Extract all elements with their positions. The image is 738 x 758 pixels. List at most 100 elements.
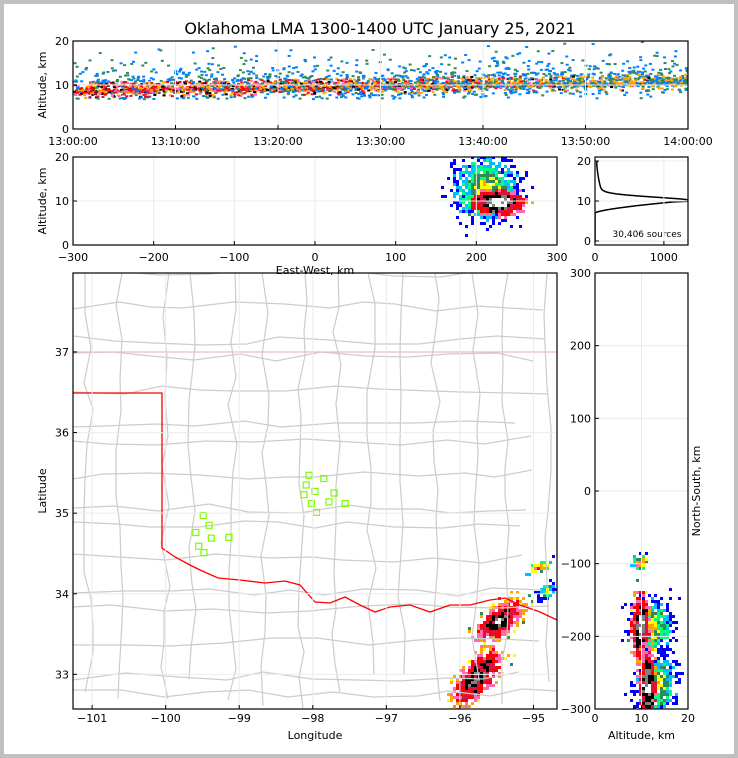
density-cell <box>127 91 131 94</box>
density-cell <box>301 76 305 79</box>
density-cell <box>489 157 492 159</box>
density-cell <box>513 201 516 204</box>
density-cell <box>504 180 507 183</box>
density-cell <box>148 80 152 83</box>
density-cell <box>184 75 188 78</box>
density-cell <box>489 180 492 183</box>
density-cell <box>484 95 488 98</box>
density-cell <box>184 80 188 83</box>
density-cell <box>377 80 381 83</box>
density-cell <box>501 189 504 192</box>
density-cell <box>665 82 669 85</box>
density-cell <box>640 81 644 84</box>
density-cell <box>667 82 671 85</box>
density-cell <box>250 95 254 98</box>
density-cell <box>624 74 628 77</box>
density-cell <box>122 81 126 84</box>
density-cell <box>562 86 566 89</box>
density-cell <box>480 87 484 90</box>
density-cell <box>81 71 85 74</box>
density-cell <box>518 85 522 88</box>
density-cell <box>362 93 366 96</box>
density-cell <box>472 90 476 93</box>
density-cell <box>161 85 165 88</box>
density-cell <box>292 66 296 69</box>
density-cell <box>486 198 489 201</box>
density-cell <box>641 83 645 86</box>
density-cell <box>633 82 637 85</box>
density-cell <box>497 78 501 81</box>
density-cell <box>435 72 439 75</box>
density-cell <box>149 77 153 80</box>
density-cell <box>471 177 474 180</box>
density-cell <box>210 85 214 88</box>
density-cell <box>442 93 446 96</box>
density-cell <box>284 79 288 82</box>
density-cell <box>477 153 480 156</box>
density-cell <box>180 95 184 98</box>
density-cell <box>489 192 492 195</box>
density-cell <box>246 70 250 73</box>
density-cell <box>304 82 308 85</box>
density-cell <box>332 69 336 72</box>
density-cell <box>391 86 395 89</box>
density-cell <box>243 77 247 80</box>
density-cell <box>468 174 471 177</box>
density-cell <box>492 73 496 76</box>
density-cell <box>293 79 297 82</box>
density-cell <box>468 183 471 186</box>
density-cell <box>303 58 307 61</box>
density-cell <box>586 82 590 85</box>
density-cell <box>535 83 539 86</box>
density-cell <box>426 77 430 80</box>
density-cell <box>440 87 444 90</box>
density-cell <box>345 80 349 83</box>
density-cell <box>471 183 474 186</box>
density-cell <box>85 66 89 69</box>
density-cell <box>559 92 563 95</box>
density-cell <box>461 79 465 82</box>
density-cell <box>497 77 501 80</box>
density-cell <box>375 88 379 91</box>
density-cell <box>135 92 139 95</box>
density-cell <box>495 207 498 210</box>
density-cell <box>322 92 326 95</box>
density-cell <box>685 70 688 73</box>
density-cell <box>188 81 192 84</box>
density-cell <box>486 174 489 177</box>
density-cell <box>150 88 154 91</box>
density-cell <box>480 153 483 156</box>
density-cell <box>237 94 241 97</box>
density-cell <box>129 94 133 97</box>
density-cell <box>465 198 468 201</box>
density-cell <box>335 96 339 99</box>
density-cell <box>506 81 510 84</box>
density-cell <box>261 85 265 88</box>
density-cell <box>249 79 253 82</box>
density-cell <box>555 73 559 76</box>
density-cell <box>101 95 105 98</box>
density-cell <box>220 82 224 85</box>
density-cell <box>344 89 348 92</box>
density-cell <box>168 94 172 97</box>
density-cell <box>467 91 471 94</box>
density-cell <box>261 82 265 85</box>
density-cell <box>660 73 664 76</box>
density-cell <box>462 75 466 78</box>
density-cell <box>250 93 254 96</box>
density-cell <box>462 180 465 183</box>
density-cell <box>462 96 466 99</box>
density-cell <box>623 94 627 97</box>
density-cell <box>281 80 285 83</box>
density-cell <box>402 79 406 82</box>
density-cell <box>492 162 495 165</box>
density-cell <box>101 93 105 96</box>
density-cell <box>503 88 507 91</box>
density-cell <box>626 77 630 80</box>
density-cell <box>377 94 381 97</box>
density-cell <box>482 74 486 77</box>
density-cell <box>571 59 575 62</box>
density-cell <box>279 82 283 85</box>
density-cell <box>311 79 315 82</box>
density-cell <box>99 82 103 85</box>
